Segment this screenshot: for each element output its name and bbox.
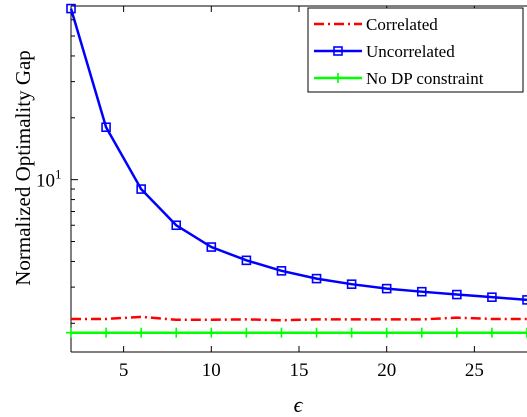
x-tick-label: 5	[119, 360, 129, 381]
data-point	[346, 327, 357, 338]
x-tick-label: 25	[465, 360, 484, 381]
series-no-dp-constraint	[66, 327, 527, 338]
legend-label: No DP constraint	[366, 69, 484, 88]
data-point	[101, 327, 112, 338]
y-axis-label: Normalized Optimality Gap	[11, 50, 35, 286]
legend: Correlated Uncorrelated No DP constraint	[307, 7, 524, 93]
legend-label: Uncorrelated	[366, 42, 455, 61]
data-point	[452, 289, 462, 300]
legend-entry: No DP constraint	[314, 69, 484, 88]
y-axis: 101	[36, 5, 78, 324]
data-point	[66, 327, 76, 338]
data-point	[451, 327, 462, 338]
data-point	[66, 3, 76, 14]
y-tick-label: 101	[36, 167, 62, 192]
series-line	[71, 315, 527, 322]
data-point	[522, 327, 527, 338]
data-point	[276, 266, 287, 276]
data-point	[487, 292, 497, 302]
data-point	[171, 327, 182, 338]
data-point	[416, 286, 427, 297]
data-point	[311, 327, 322, 338]
data-point	[381, 283, 392, 294]
series-line	[69, 8, 527, 302]
x-tick-label: 20	[377, 360, 396, 381]
data-point	[416, 327, 427, 338]
data-point	[101, 122, 111, 133]
data-point	[381, 327, 392, 338]
x-tick-label: 15	[290, 360, 309, 381]
data-point	[206, 242, 217, 252]
data-point	[522, 295, 527, 305]
data-point	[486, 327, 497, 338]
legend-entry: Uncorrelated	[314, 42, 455, 61]
data-point	[241, 255, 252, 266]
x-axis-label: ϵ	[294, 392, 304, 417]
data-point	[311, 273, 322, 284]
data-point	[206, 327, 217, 338]
x-axis: 5 10 15 20 25	[119, 6, 484, 381]
legend-entry: Correlated	[314, 15, 438, 34]
data-point	[241, 327, 252, 338]
legend-label: Correlated	[366, 15, 438, 34]
data-point	[276, 327, 287, 338]
legend-marker	[333, 46, 343, 56]
series-uncorrelated	[66, 3, 527, 305]
series-correlated	[71, 315, 527, 322]
data-point	[171, 220, 182, 231]
x-tick-label: 10	[202, 360, 221, 381]
data-point	[346, 279, 357, 289]
data-point	[136, 184, 146, 194]
data-point	[136, 327, 147, 338]
